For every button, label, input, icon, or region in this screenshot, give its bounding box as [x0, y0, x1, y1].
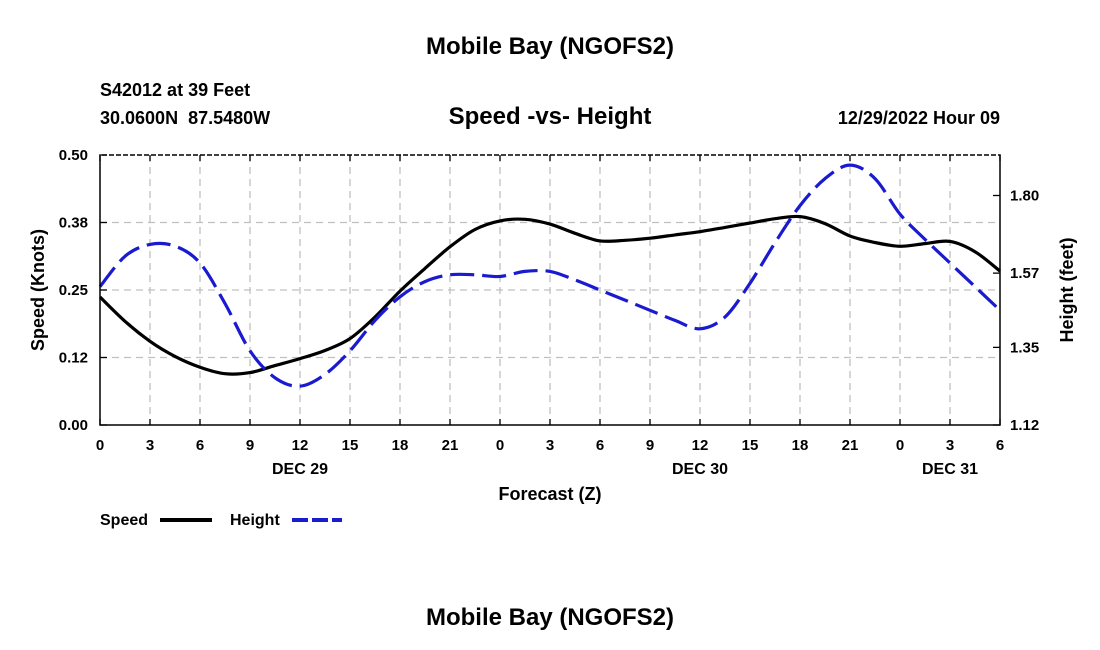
legend-speed-label: Speed: [100, 512, 148, 529]
y-left-tick-label: 0.12: [59, 350, 88, 367]
page-title-bottom: Mobile Bay (NGOFS2): [426, 604, 674, 631]
legend-height-label: Height: [230, 512, 280, 529]
x-date-label: DEC 29: [272, 461, 328, 478]
page-title-top: Mobile Bay (NGOFS2): [426, 33, 674, 60]
y-axis-left-title: Speed (Knots): [28, 229, 48, 351]
x-tick-label: 3: [146, 437, 154, 454]
y-right-tick-label: 1.35: [1010, 339, 1039, 356]
x-tick-label: 0: [896, 437, 904, 454]
x-tick-label: 18: [792, 437, 809, 454]
y-right-tick-label: 1.57: [1010, 265, 1039, 282]
x-tick-label: 3: [546, 437, 554, 454]
x-tick-label: 6: [196, 437, 204, 454]
station-coordinates: 30.0600N 87.5480W: [100, 108, 270, 128]
forecast-timestamp: 12/29/2022 Hour 09: [838, 108, 1000, 128]
x-date-label: DEC 31: [922, 461, 978, 478]
x-tick-label: 6: [596, 437, 604, 454]
x-tick-label: 12: [692, 437, 709, 454]
x-tick-label: 21: [442, 437, 459, 454]
x-tick-label: 21: [842, 437, 859, 454]
y-left-tick-label: 0.38: [59, 215, 88, 232]
x-tick-label: 12: [292, 437, 309, 454]
x-tick-label: 15: [342, 437, 359, 454]
y-axis-right-title: Height (feet): [1057, 238, 1077, 343]
y-left-tick-label: 0.50: [59, 147, 88, 164]
y-left-tick-label: 0.25: [59, 282, 88, 299]
axes: 0 3 6 9 12 15 18 21 0 3 6 9 12 15 18 21 0 3 6 0.00 0.12 0.25 0…: [59, 147, 1039, 478]
x-tick-label: 9: [646, 437, 654, 454]
y-right-tick-label: 1.12: [1010, 417, 1039, 434]
x-tick-label: 3: [946, 437, 954, 454]
x-tick-label: 9: [246, 437, 254, 454]
x-tick-label: 15: [742, 437, 759, 454]
legend: Speed Height: [100, 512, 342, 529]
x-tick-label: 0: [96, 437, 104, 454]
x-axis-title: Forecast (Z): [498, 484, 601, 504]
chart-title: Speed -vs- Height: [449, 103, 652, 130]
x-tick-label: 18: [392, 437, 409, 454]
x-tick-label: 0: [496, 437, 504, 454]
grid: [100, 155, 1000, 425]
y-left-tick-label: 0.00: [59, 417, 88, 434]
x-tick-label: 6: [996, 437, 1004, 454]
station-label: S42012 at 39 Feet: [100, 80, 250, 100]
x-date-label: DEC 30: [672, 461, 728, 478]
y-right-tick-label: 1.80: [1010, 188, 1039, 205]
